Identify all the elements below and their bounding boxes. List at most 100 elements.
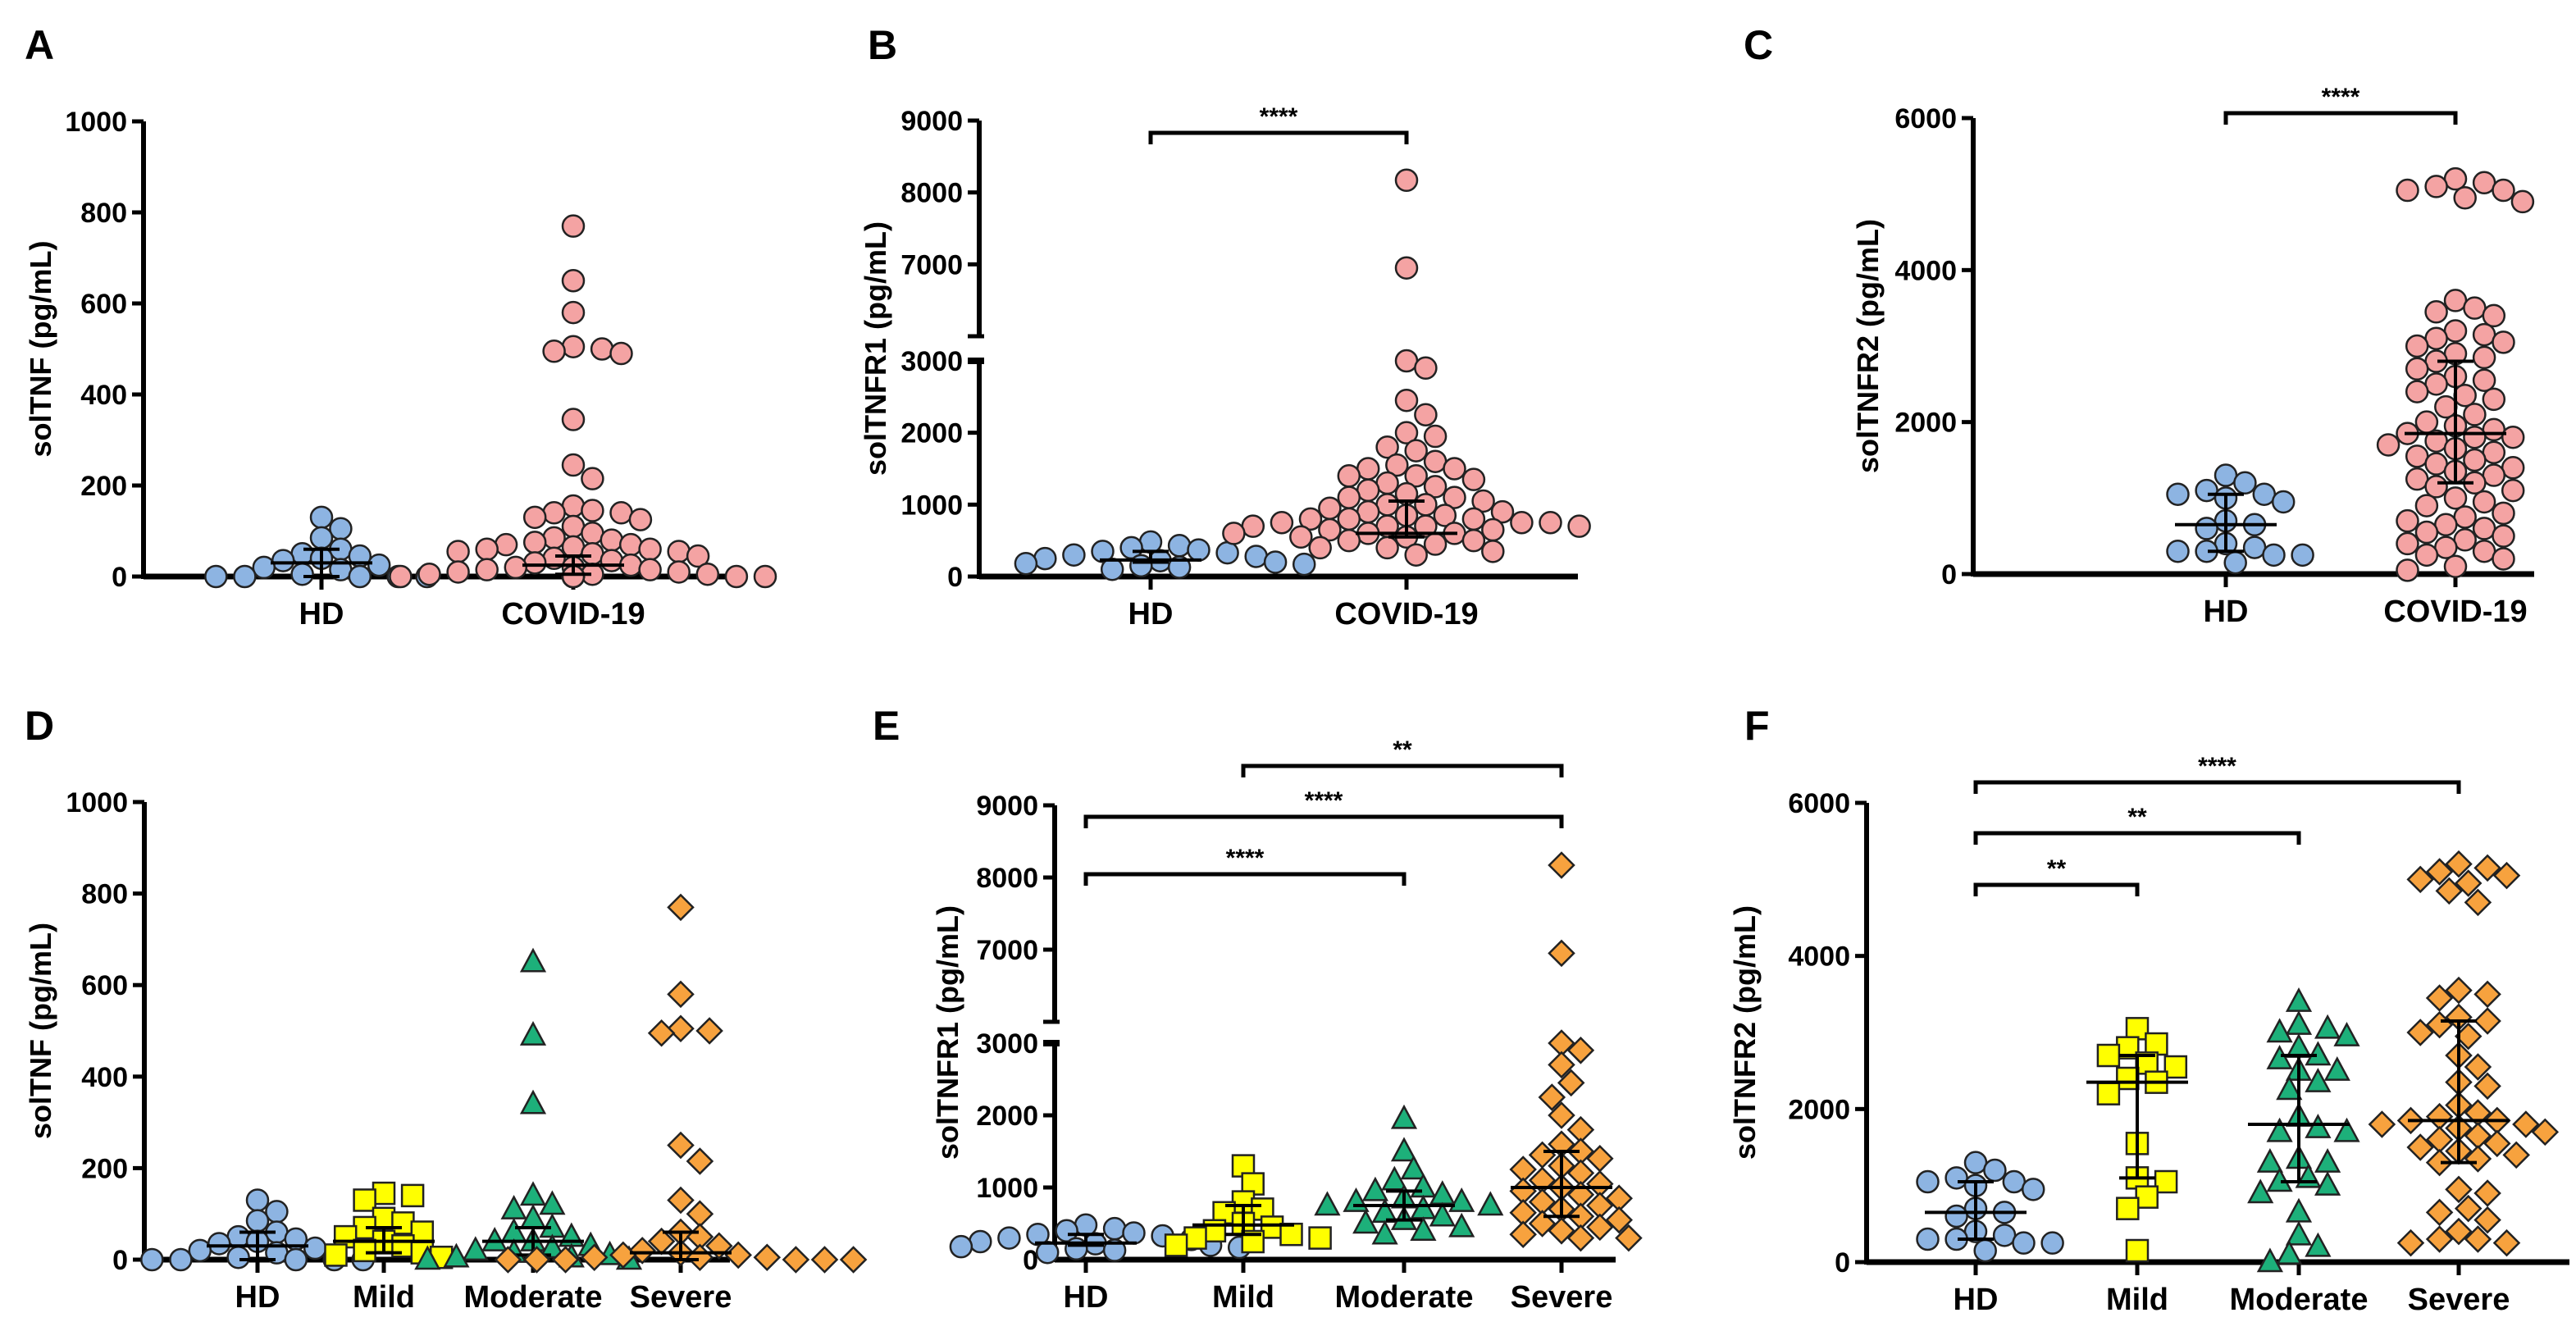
data-point — [2285, 987, 2313, 1012]
data-point — [2012, 1231, 2036, 1255]
data-point — [1404, 464, 1428, 488]
data-point — [2223, 550, 2247, 575]
data-point — [2323, 1056, 2350, 1081]
data-point — [1026, 1222, 1050, 1247]
data-point — [1443, 485, 1466, 509]
data-point — [1244, 545, 1268, 568]
data-point — [1394, 421, 1419, 444]
significance-bracket — [1083, 814, 1564, 828]
data-point — [494, 1246, 522, 1274]
data-point — [1183, 1226, 1207, 1250]
data-point — [2425, 1148, 2454, 1177]
data-point — [1062, 543, 1086, 567]
data-point — [443, 1242, 470, 1268]
data-point — [309, 526, 334, 550]
x-tick-label: COVID-19 — [2383, 595, 2527, 629]
data-point — [2443, 486, 2468, 510]
y-tick-label: 7000 — [900, 249, 963, 280]
data-point — [1414, 403, 1438, 426]
data-point — [2285, 1010, 2313, 1035]
y-tick-label: 0 — [112, 562, 127, 593]
significance-bracket — [1973, 882, 2140, 896]
data-point — [2166, 482, 2190, 506]
data-point — [2463, 425, 2487, 449]
data-point — [1983, 1158, 2007, 1183]
panel-letter: D — [25, 703, 54, 749]
data-point — [1490, 499, 1515, 524]
data-point — [1337, 528, 1361, 553]
data-point — [542, 340, 566, 363]
data-point — [1033, 546, 1057, 571]
data-point — [1394, 388, 1419, 413]
data-point — [519, 1181, 547, 1206]
data-point — [1605, 1206, 1633, 1234]
data-point — [504, 555, 528, 580]
data-point — [1423, 532, 1448, 556]
x-tick-label: HD — [1128, 597, 1174, 631]
data-point — [2501, 456, 2525, 480]
data-point — [2285, 1220, 2313, 1246]
data-point — [1215, 540, 1239, 565]
data-point — [1471, 489, 1495, 513]
data-point — [522, 505, 547, 530]
data-point — [2305, 1114, 2332, 1138]
data-point — [1356, 478, 1380, 503]
data-point — [1122, 1221, 1146, 1245]
data-point — [446, 560, 470, 584]
data-point — [580, 1243, 609, 1271]
significance-label: ** — [2047, 855, 2067, 882]
data-point — [2396, 178, 2419, 203]
data-point — [1477, 1191, 1504, 1216]
significance-label: **** — [2322, 84, 2360, 111]
panel-e: E 0 1000 2000 3000 7000 8000 9000 solTNFR1 (pg/m… — [873, 703, 1643, 1315]
data-point — [1337, 485, 1361, 509]
y-tick-label: 600 — [81, 970, 128, 1001]
data-point — [1423, 424, 1448, 449]
data-point — [389, 564, 413, 589]
y-tick-label: 1000 — [66, 787, 128, 818]
data-point — [2443, 166, 2468, 191]
data-point — [271, 549, 295, 572]
data-point — [1065, 1237, 1088, 1261]
data-point — [581, 542, 604, 566]
data-point — [1410, 1216, 1437, 1242]
y-tick-label: 0 — [112, 1245, 128, 1276]
data-point — [1538, 1083, 1566, 1111]
data-point — [1356, 457, 1380, 481]
data-point — [2502, 1141, 2530, 1169]
data-point — [1222, 522, 1246, 545]
data-point — [1973, 1238, 1997, 1263]
data-point — [667, 1131, 695, 1160]
y-axis-label: solTNFR1 (pg/mL) — [931, 905, 964, 1160]
data-point — [1481, 517, 1505, 542]
data-point — [561, 269, 586, 293]
data-point — [2472, 490, 2496, 514]
data-point — [462, 1236, 489, 1261]
y-tick-label: 1000 — [900, 490, 963, 521]
data-point — [2453, 186, 2477, 210]
significance-bracket — [1973, 831, 2301, 845]
x-tick-label: COVID-19 — [501, 597, 645, 631]
data-point — [2040, 1231, 2064, 1255]
data-point — [1091, 540, 1115, 563]
data-point — [1461, 507, 1486, 531]
data-point — [2453, 528, 2477, 552]
data-point — [2472, 539, 2496, 563]
data-point — [839, 1246, 868, 1274]
y-tick-label: 9000 — [976, 791, 1038, 822]
group-mild — [324, 1181, 454, 1269]
data-point — [1448, 1212, 1475, 1238]
data-point — [2266, 1018, 2293, 1043]
data-point — [539, 1233, 566, 1259]
data-point — [1586, 1213, 1614, 1242]
data-point — [494, 532, 518, 557]
data-point — [2291, 543, 2314, 567]
x-tick-label: Severe — [2408, 1283, 2510, 1317]
data-point — [561, 408, 586, 431]
data-point — [1414, 493, 1438, 517]
group-moderate — [2247, 987, 2360, 1273]
data-point — [226, 1245, 250, 1269]
data-point — [252, 555, 276, 580]
x-tick-label: HD — [1954, 1283, 1999, 1317]
y-tick-label: 800 — [80, 198, 127, 229]
